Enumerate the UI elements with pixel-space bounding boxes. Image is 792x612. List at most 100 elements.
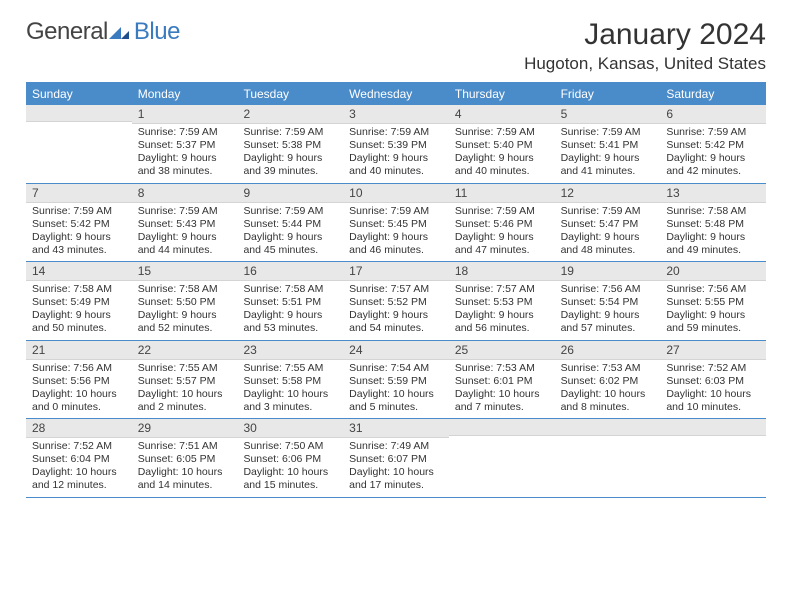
day-number	[555, 419, 661, 436]
day-body: Sunrise: 7:55 AMSunset: 5:57 PMDaylight:…	[132, 360, 238, 419]
day-number: 12	[555, 184, 661, 203]
day-number: 17	[343, 262, 449, 281]
dow-thursday: Thursday	[449, 83, 555, 105]
daylight-line: Daylight: 9 hours and 43 minutes.	[32, 231, 126, 257]
daylight-line: Daylight: 10 hours and 8 minutes.	[561, 388, 655, 414]
day-number: 13	[660, 184, 766, 203]
dow-tuesday: Tuesday	[237, 83, 343, 105]
daylight-line: Daylight: 9 hours and 40 minutes.	[349, 152, 443, 178]
daylight-line: Daylight: 9 hours and 57 minutes.	[561, 309, 655, 335]
sunset-line: Sunset: 5:57 PM	[138, 375, 232, 388]
sunrise-line: Sunrise: 7:55 AM	[243, 362, 337, 375]
day-body: Sunrise: 7:59 AMSunset: 5:41 PMDaylight:…	[555, 124, 661, 183]
logo: General Blue	[26, 18, 180, 46]
day-cell: 2Sunrise: 7:59 AMSunset: 5:38 PMDaylight…	[237, 105, 343, 183]
sunrise-line: Sunrise: 7:54 AM	[349, 362, 443, 375]
sunset-line: Sunset: 5:38 PM	[243, 139, 337, 152]
sunrise-line: Sunrise: 7:59 AM	[455, 126, 549, 139]
day-number: 16	[237, 262, 343, 281]
day-cell: 31Sunrise: 7:49 AMSunset: 6:07 PMDayligh…	[343, 419, 449, 497]
week-row: 21Sunrise: 7:56 AMSunset: 5:56 PMDayligh…	[26, 341, 766, 420]
day-body: Sunrise: 7:53 AMSunset: 6:01 PMDaylight:…	[449, 360, 555, 419]
day-body: Sunrise: 7:58 AMSunset: 5:50 PMDaylight:…	[132, 281, 238, 340]
day-number	[26, 105, 132, 122]
dow-monday: Monday	[132, 83, 238, 105]
day-body: Sunrise: 7:59 AMSunset: 5:38 PMDaylight:…	[237, 124, 343, 183]
sunset-line: Sunset: 5:47 PM	[561, 218, 655, 231]
sunset-line: Sunset: 5:42 PM	[666, 139, 760, 152]
sunset-line: Sunset: 5:42 PM	[32, 218, 126, 231]
day-cell: 21Sunrise: 7:56 AMSunset: 5:56 PMDayligh…	[26, 341, 132, 419]
day-body: Sunrise: 7:59 AMSunset: 5:40 PMDaylight:…	[449, 124, 555, 183]
day-body: Sunrise: 7:59 AMSunset: 5:42 PMDaylight:…	[660, 124, 766, 183]
day-body: Sunrise: 7:50 AMSunset: 6:06 PMDaylight:…	[237, 438, 343, 497]
month-title: January 2024	[524, 18, 766, 52]
day-body: Sunrise: 7:59 AMSunset: 5:39 PMDaylight:…	[343, 124, 449, 183]
day-body: Sunrise: 7:52 AMSunset: 6:03 PMDaylight:…	[660, 360, 766, 419]
day-number: 5	[555, 105, 661, 124]
day-body: Sunrise: 7:49 AMSunset: 6:07 PMDaylight:…	[343, 438, 449, 497]
day-body	[555, 436, 661, 490]
daylight-line: Daylight: 9 hours and 59 minutes.	[666, 309, 760, 335]
day-number: 22	[132, 341, 238, 360]
sunrise-line: Sunrise: 7:59 AM	[243, 126, 337, 139]
day-body: Sunrise: 7:53 AMSunset: 6:02 PMDaylight:…	[555, 360, 661, 419]
daylight-line: Daylight: 9 hours and 41 minutes.	[561, 152, 655, 178]
sunset-line: Sunset: 5:39 PM	[349, 139, 443, 152]
day-cell: 8Sunrise: 7:59 AMSunset: 5:43 PMDaylight…	[132, 184, 238, 262]
day-cell	[555, 419, 661, 497]
sunset-line: Sunset: 6:01 PM	[455, 375, 549, 388]
daylight-line: Daylight: 9 hours and 49 minutes.	[666, 231, 760, 257]
dow-sunday: Sunday	[26, 83, 132, 105]
day-cell	[660, 419, 766, 497]
day-number	[660, 419, 766, 436]
sunrise-line: Sunrise: 7:50 AM	[243, 440, 337, 453]
day-number: 15	[132, 262, 238, 281]
sunrise-line: Sunrise: 7:59 AM	[349, 205, 443, 218]
daylight-line: Daylight: 9 hours and 47 minutes.	[455, 231, 549, 257]
sunset-line: Sunset: 6:05 PM	[138, 453, 232, 466]
day-cell: 30Sunrise: 7:50 AMSunset: 6:06 PMDayligh…	[237, 419, 343, 497]
day-cell: 28Sunrise: 7:52 AMSunset: 6:04 PMDayligh…	[26, 419, 132, 497]
day-body: Sunrise: 7:57 AMSunset: 5:52 PMDaylight:…	[343, 281, 449, 340]
day-number: 20	[660, 262, 766, 281]
day-of-week-row: Sunday Monday Tuesday Wednesday Thursday…	[26, 83, 766, 105]
sunrise-line: Sunrise: 7:52 AM	[32, 440, 126, 453]
daylight-line: Daylight: 9 hours and 38 minutes.	[138, 152, 232, 178]
sunrise-line: Sunrise: 7:59 AM	[455, 205, 549, 218]
dow-wednesday: Wednesday	[343, 83, 449, 105]
dow-friday: Friday	[555, 83, 661, 105]
day-cell: 18Sunrise: 7:57 AMSunset: 5:53 PMDayligh…	[449, 262, 555, 340]
daylight-line: Daylight: 10 hours and 17 minutes.	[349, 466, 443, 492]
daylight-line: Daylight: 10 hours and 3 minutes.	[243, 388, 337, 414]
daylight-line: Daylight: 10 hours and 2 minutes.	[138, 388, 232, 414]
sunset-line: Sunset: 5:46 PM	[455, 218, 549, 231]
daylight-line: Daylight: 9 hours and 52 minutes.	[138, 309, 232, 335]
day-body	[26, 122, 132, 176]
daylight-line: Daylight: 9 hours and 48 minutes.	[561, 231, 655, 257]
calendar: Sunday Monday Tuesday Wednesday Thursday…	[26, 82, 766, 498]
day-cell: 10Sunrise: 7:59 AMSunset: 5:45 PMDayligh…	[343, 184, 449, 262]
day-body	[449, 436, 555, 490]
day-number: 31	[343, 419, 449, 438]
day-body: Sunrise: 7:59 AMSunset: 5:42 PMDaylight:…	[26, 203, 132, 262]
sunrise-line: Sunrise: 7:57 AM	[349, 283, 443, 296]
weeks-container: 1Sunrise: 7:59 AMSunset: 5:37 PMDaylight…	[26, 105, 766, 498]
day-number: 23	[237, 341, 343, 360]
day-cell: 20Sunrise: 7:56 AMSunset: 5:55 PMDayligh…	[660, 262, 766, 340]
day-cell: 24Sunrise: 7:54 AMSunset: 5:59 PMDayligh…	[343, 341, 449, 419]
day-body: Sunrise: 7:59 AMSunset: 5:43 PMDaylight:…	[132, 203, 238, 262]
sunrise-line: Sunrise: 7:58 AM	[138, 283, 232, 296]
day-cell: 4Sunrise: 7:59 AMSunset: 5:40 PMDaylight…	[449, 105, 555, 183]
daylight-line: Daylight: 9 hours and 40 minutes.	[455, 152, 549, 178]
sunset-line: Sunset: 5:54 PM	[561, 296, 655, 309]
day-body: Sunrise: 7:58 AMSunset: 5:49 PMDaylight:…	[26, 281, 132, 340]
sunrise-line: Sunrise: 7:58 AM	[666, 205, 760, 218]
day-body: Sunrise: 7:55 AMSunset: 5:58 PMDaylight:…	[237, 360, 343, 419]
sunset-line: Sunset: 5:43 PM	[138, 218, 232, 231]
daylight-line: Daylight: 9 hours and 53 minutes.	[243, 309, 337, 335]
day-number: 19	[555, 262, 661, 281]
sunrise-line: Sunrise: 7:57 AM	[455, 283, 549, 296]
day-cell: 22Sunrise: 7:55 AMSunset: 5:57 PMDayligh…	[132, 341, 238, 419]
day-cell	[449, 419, 555, 497]
